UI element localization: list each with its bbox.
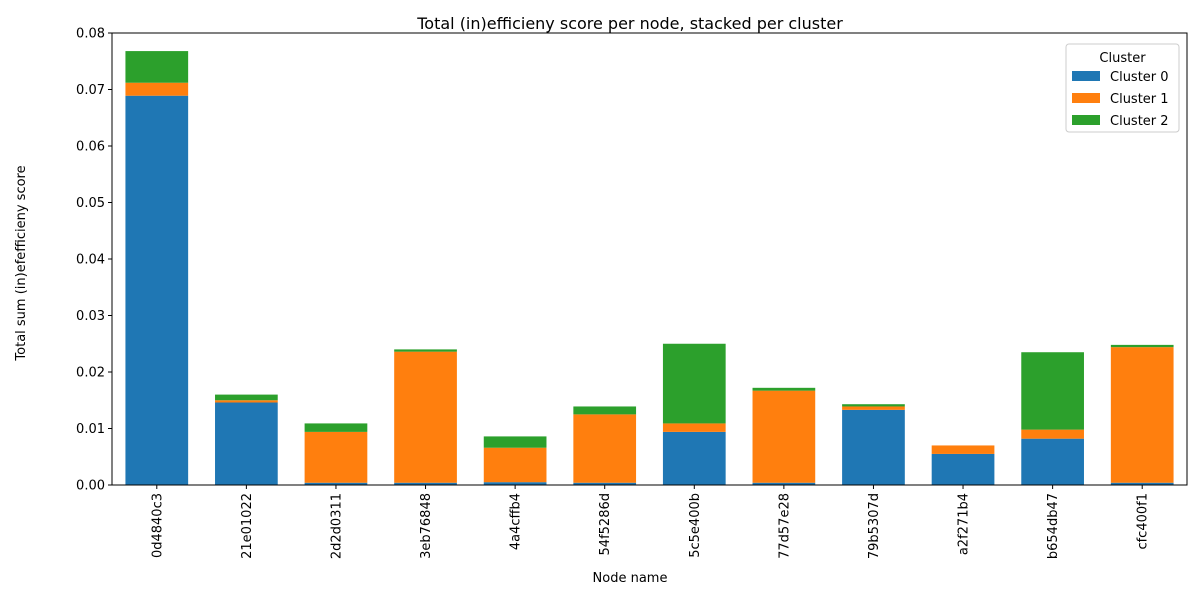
y-tick-label: 0.07	[76, 83, 105, 98]
bar-segment-77d57e28-cluster-2	[752, 387, 816, 391]
x-tick-label: 2d2d0311	[329, 493, 344, 559]
x-tick-label: 79b5307d	[867, 493, 882, 559]
bar-segment-21e01022-cluster-0	[215, 402, 278, 485]
y-tick-label: 0.06	[76, 140, 105, 155]
y-axis-ticks: 0.00 0.01 0.02 0.03 0.04 0.05 0.06 0.07 0.08	[76, 27, 112, 494]
legend-title: Cluster	[1099, 51, 1146, 66]
y-tick-label: 0.04	[76, 253, 105, 268]
y-tick-label: 0.08	[76, 27, 105, 42]
bars-group	[125, 51, 1174, 485]
bar-segment-a2f271b4-cluster-0	[931, 453, 995, 485]
x-axis-label: Node name	[593, 571, 668, 586]
bar-segment-cfc400f1-cluster-0	[1110, 482, 1174, 485]
bar-segment-cfc400f1-cluster-1	[1110, 347, 1174, 483]
y-tick-label: 0.00	[76, 479, 105, 494]
x-tick-label: 4a4cffb4	[509, 493, 524, 550]
legend-label: Cluster 2	[1110, 114, 1169, 129]
x-tick-label: 54f5286d	[598, 493, 613, 555]
x-axis-ticks: 0d4840c3 21e01022 2d2d0311 3eb76848 4a4cffb4…	[150, 485, 1151, 559]
y-tick-label: 0.02	[76, 366, 105, 381]
y-tick-label: 0.01	[76, 422, 105, 437]
y-tick-label: 0.05	[76, 196, 105, 211]
bar-segment-0d4840c3-cluster-2	[125, 51, 189, 83]
bar-segment-3eb76848-cluster-1	[394, 351, 457, 483]
bar-segment-54f5286d-cluster-1	[573, 414, 637, 483]
y-tick-label: 0.03	[76, 309, 105, 324]
bar-segment-54f5286d-cluster-2	[573, 406, 637, 415]
bar-segment-b654db47-cluster-0	[1021, 438, 1084, 485]
bar-segment-b654db47-cluster-1	[1021, 429, 1084, 439]
bar-segment-2d2d0311-cluster-0	[304, 482, 368, 485]
bar-segment-2d2d0311-cluster-2	[304, 423, 368, 432]
bar-segment-21e01022-cluster-1	[215, 400, 278, 403]
bar-segment-0d4840c3-cluster-1	[125, 82, 189, 96]
x-tick-label: 5c5e400b	[688, 493, 703, 558]
bar-segment-4a4cffb4-cluster-1	[483, 447, 547, 483]
bar-segment-cfc400f1-cluster-2	[1110, 344, 1174, 348]
legend-swatch	[1072, 93, 1100, 103]
bar-segment-2d2d0311-cluster-1	[304, 431, 368, 483]
bar-segment-5c5e400b-cluster-2	[662, 343, 726, 424]
bar-segment-77d57e28-cluster-1	[752, 390, 816, 483]
x-tick-label: b654db47	[1046, 493, 1061, 559]
bar-segment-4a4cffb4-cluster-2	[483, 436, 547, 448]
x-tick-label: cfc400f1	[1136, 493, 1151, 550]
bar-segment-21e01022-cluster-2	[215, 394, 278, 401]
bar-segment-3eb76848-cluster-2	[394, 349, 457, 352]
legend-swatch	[1072, 71, 1100, 81]
bar-segment-5c5e400b-cluster-1	[662, 423, 726, 432]
bar-segment-3eb76848-cluster-0	[394, 482, 457, 485]
y-axis-label: Total sum (in)efefficieny score	[14, 165, 29, 361]
x-tick-label: 21e01022	[240, 493, 255, 559]
bar-segment-79b5307d-cluster-0	[842, 409, 905, 485]
legend-label: Cluster 0	[1110, 70, 1169, 85]
plot-frame	[111, 32, 1188, 486]
x-tick-label: 77d57e28	[777, 493, 792, 559]
x-tick-label: a2f271b4	[957, 493, 972, 555]
legend: Cluster Cluster 0 Cluster 1 Cluster 2	[1065, 43, 1180, 133]
legend-swatch	[1072, 115, 1100, 125]
legend-box	[1065, 43, 1180, 133]
bar-segment-5c5e400b-cluster-0	[662, 431, 726, 485]
bar-segment-0d4840c3-cluster-0	[125, 95, 189, 485]
bar-segment-b654db47-cluster-2	[1021, 352, 1084, 430]
bar-segment-54f5286d-cluster-0	[573, 482, 637, 485]
bar-segment-4a4cffb4-cluster-0	[483, 482, 547, 485]
chart-title: Total (in)efficieny score per node, stac…	[416, 14, 843, 33]
legend-label: Cluster 1	[1110, 92, 1169, 107]
bar-segment-79b5307d-cluster-1	[842, 406, 905, 410]
bar-segment-77d57e28-cluster-0	[752, 482, 816, 485]
bar-segment-79b5307d-cluster-2	[842, 404, 905, 407]
x-tick-label: 3eb76848	[419, 493, 434, 559]
x-tick-label: 0d4840c3	[150, 493, 165, 558]
bar-segment-a2f271b4-cluster-1	[931, 445, 995, 454]
